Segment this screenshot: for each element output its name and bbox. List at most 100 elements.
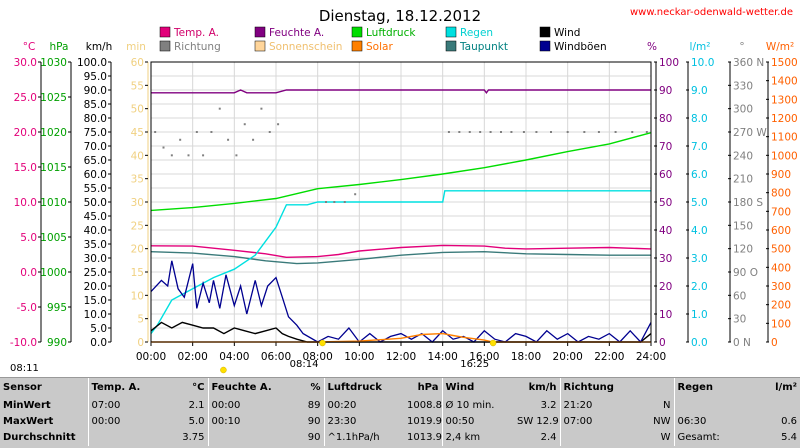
axis-tick-label: 25 [131,220,144,232]
axis-tick-label: 1015 [40,162,67,174]
x-tick-label: 08:00 [303,351,333,363]
axis-unit-right: l/m² [690,41,711,53]
series-line-7 [151,332,651,343]
header-cell: Richtung [559,378,646,398]
axis-tick-label: 30.0 [84,253,107,265]
axis-tick-label: 55.0 [84,183,107,195]
axis-tick-label: 30.0 [14,57,37,69]
axis-tick-label: 60 [131,57,144,69]
axis-tick-label: 15.0 [84,295,107,307]
axis-tick-label: -10.0 [10,337,37,349]
grid [151,62,651,342]
direction-point [566,131,569,133]
axis-tick-label: 20 [131,244,144,256]
axis-tick-label: 35.0 [84,239,107,251]
weather-chart: Dienstag, 18.12.2012 www.neckar-odenwald… [10,7,798,374]
sun-icon [489,339,497,347]
axis-tick-label: 990 [47,337,67,349]
header-cell: hPa [417,382,439,393]
axis-tick-label: 240 [733,150,753,162]
axis-tick-label: 50 [659,197,672,209]
direction-point [154,131,157,133]
legend: Temp. A. Feuchte A. Luftdruck Regen Wind Rich… [159,26,607,53]
table-cell: ^1.1hPa/h [323,430,404,446]
axis-tick-label: 35 [131,174,144,186]
axis-tick-label: -5.0 [17,302,38,314]
axis-tick-label: 120 [733,244,753,256]
direction-point [268,131,271,133]
table-row: MaxWert 00:00 5.0 00:10 90 23:30 1019.9 00:50 SW… [0,414,800,430]
legend-label: Feuchte A. [269,27,324,39]
x-tick-label: 12:00 [386,351,416,363]
series-line-1 [151,89,651,94]
table-cell [87,430,178,446]
direction-point [170,154,173,157]
table-cell: 3.2 [540,400,557,411]
axis-tick-label: 995 [47,302,67,314]
header-cell: Sensor [3,382,42,393]
header-cell: Luftdruck [323,378,404,398]
table-cell: NW [653,416,671,427]
axis-tick-label: 90.0 [84,85,107,97]
table-cell: 23:30 [323,414,404,430]
axis-tick-label: 5 [137,314,144,326]
direction-point [343,201,346,203]
axis-tick-label: 2.0 [691,281,708,293]
direction-point [500,131,502,133]
axis-tick-label: 270 W [733,127,767,139]
axis-tick-label: 0 [659,337,666,349]
sun-markers: 08:11 08:14 16:25 [10,339,497,374]
axis-tick-label: 90 [659,85,672,97]
site-link[interactable]: www.neckar-odenwald-wetter.de [630,7,793,18]
axis-tick-label: 30 [131,197,144,209]
axis-tick-label: 6.0 [691,169,708,181]
statistics-table: Sensor Temp. A. °C Feuchte A.% Luftdruck hPa W… [0,378,800,446]
axis-tick-label: 75.0 [84,127,107,139]
axis-tick-label: 10.0 [14,197,37,209]
header-cell: Temp. A. [87,378,178,398]
table-cell: 5.0 [188,416,205,427]
axis-tick-label: 0 [771,337,778,349]
axis-tick-label: 1020 [40,127,67,139]
axis-tick-label: 60 [659,169,672,181]
direction-point [597,131,600,133]
table-row: MinWert 07:00 2.1 00:00 89 00:20 1008.8 Ø 10 mi… [0,398,800,414]
legend-label: Windböen [554,41,607,53]
series-line-3 [150,132,652,212]
x-tick-label: 10:00 [344,351,374,363]
axis-tick-label: 1300 [771,94,798,106]
table-cell: 00:20 [323,398,404,414]
axis-tick-label: 7.0 [691,141,708,153]
axis-tick-label: 8.0 [691,113,708,125]
direction-point [468,131,471,133]
chart-title: Dienstag, 18.12.2012 [319,7,481,25]
table-cell: 00:00 [87,414,178,430]
axis-tick-label: 40 [131,150,144,162]
x-tick-label: 14:00 [428,351,458,363]
header-cell: Feuchte A. [207,378,294,398]
direction-point [479,131,482,133]
legend-swatch [159,40,171,52]
axis-tick-label: 25.0 [14,92,37,104]
axis-tick-label: 50.0 [84,197,107,209]
axis-tick-label: 4.0 [691,225,708,237]
direction-point [614,131,617,133]
legend-swatch [539,26,551,38]
table-cell: 1019.9 [407,416,442,427]
direction-point [260,107,263,110]
axis-tick-label: 15.0 [14,162,37,174]
x-tick-label: 00:00 [136,351,166,363]
legend-swatch [351,26,363,38]
direction-point [631,131,634,133]
axis-tick-label: 100 [771,318,791,330]
table-cell: 2.1 [188,400,205,411]
table-cell: 2,4 km [441,430,514,446]
axis-tick-label: 1025 [40,92,67,104]
axis-tick-label: 1500 [771,57,798,69]
axis-tick-label: 20.0 [84,281,107,293]
legend-label: Taupunkt [459,41,508,53]
table-cell: 21:20 [559,398,646,414]
x-tick-label: 22:00 [594,351,624,363]
legend-label: Solar [366,41,393,53]
x-tick-label: 16:00 [469,351,499,363]
